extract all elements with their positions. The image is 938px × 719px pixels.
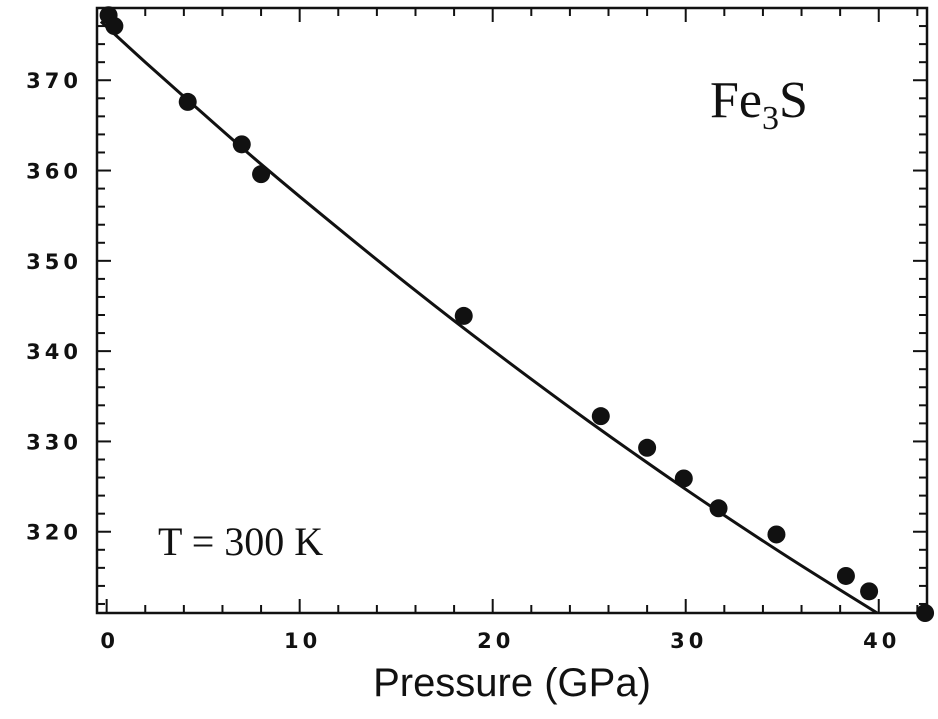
y-tick-label: 340 [26,340,82,364]
data-point [860,582,879,601]
x-tick-label: 40 [863,629,900,653]
axis-tick-labels: 0 10 20 30 40 320 330 340 350 360 370 [26,69,900,653]
data-point [638,438,657,457]
y-tick-label: 350 [26,250,82,274]
x-tick-label: 30 [670,629,707,653]
formula-label: Fe3S [710,72,808,137]
data-point [105,17,124,36]
data-point [709,499,728,518]
axis-ticks [97,7,927,613]
x-tick-label: 10 [284,629,321,653]
data-point [916,604,935,622]
data-point [836,566,855,585]
y-tick-label: 330 [26,430,82,454]
data-point [178,92,197,111]
plot-frame [95,6,929,615]
y-tick-label: 370 [26,69,82,93]
fit-curve [99,20,881,613]
temperature-label: T = 300 K [158,519,323,564]
data-point [591,407,610,426]
y-tick-label: 320 [26,521,82,545]
x-tick-label: 0 [100,629,119,653]
x-axis-label: Pressure (GPa) [373,661,651,705]
data-point [454,306,473,325]
x-tick-label: 20 [477,629,514,653]
data-points [99,6,935,622]
y-tick-label: 360 [26,160,82,184]
data-point [674,469,693,488]
data-point [252,165,271,184]
data-point [767,525,786,544]
data-point [232,135,251,154]
